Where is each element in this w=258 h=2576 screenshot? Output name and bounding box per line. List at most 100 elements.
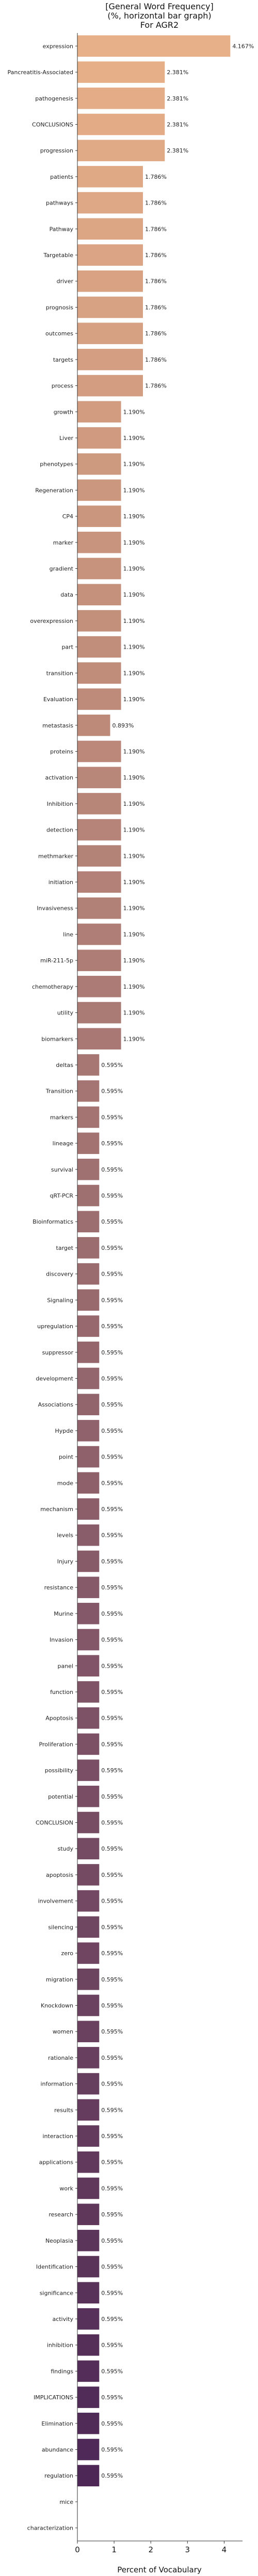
y-tick-label-87: activity (52, 2316, 73, 2323)
value-label-62: 0.595% (101, 1663, 123, 1669)
value-label-54: 0.595% (101, 1454, 123, 1461)
y-tick-label-0: expression (43, 43, 73, 49)
bar-83 (77, 2204, 100, 2225)
bar-1 (77, 61, 165, 83)
y-tick-label-81: applications (39, 2159, 74, 2166)
y-tick-label-49: upregulation (37, 1323, 73, 1330)
value-label-12: 1.786% (145, 357, 167, 363)
y-tick-label-69: study (57, 1845, 73, 1852)
value-label-20: 1.190% (123, 566, 145, 572)
y-tick-label-65: Proliferation (39, 1741, 73, 1748)
y-tick-label-77: rationale (48, 2055, 73, 2061)
value-label-43: 0.595% (101, 1166, 123, 1173)
value-label-61: 0.595% (101, 1637, 123, 1643)
y-tick-label-30: detection (46, 827, 73, 834)
value-label-50: 0.595% (101, 1349, 123, 1356)
y-tick-label-24: transition (46, 670, 73, 676)
value-label-8: 1.786% (145, 252, 167, 259)
bar-73 (77, 1942, 100, 1964)
y-tick-label-55: mode (57, 1480, 73, 1486)
y-tick-label-17: Regeneration (35, 487, 73, 494)
bar-41 (77, 1106, 100, 1128)
bar-43 (77, 1159, 100, 1180)
bar-79 (77, 2099, 100, 2121)
bar-39 (77, 1054, 100, 1076)
value-label-29: 1.190% (123, 801, 145, 807)
value-label-34: 1.190% (123, 931, 145, 938)
y-tick-label-12: targets (53, 357, 73, 363)
y-tick-label-93: regulation (44, 2472, 73, 2479)
y-tick-label-94: mice (59, 2499, 73, 2505)
value-label-0: 4.167% (232, 43, 254, 49)
bar-70 (77, 1864, 100, 1886)
bar-9 (77, 270, 143, 292)
value-label-38: 1.190% (123, 1036, 145, 1042)
bar-18 (77, 505, 121, 527)
bar-86 (77, 2282, 100, 2304)
y-tick-label-26: metastasis (42, 722, 73, 729)
x-tick-label-3: 3 (185, 2545, 190, 2554)
value-label-66: 0.595% (101, 1767, 123, 1774)
bar-80 (77, 2125, 100, 2147)
value-label-25: 1.190% (123, 696, 145, 703)
y-tick-label-19: marker (53, 539, 74, 546)
value-label-73: 0.595% (101, 1950, 123, 1957)
value-label-14: 1.190% (123, 409, 145, 415)
value-label-69: 0.595% (101, 1845, 123, 1852)
bar-59 (77, 1577, 100, 1598)
value-label-35: 1.190% (123, 957, 145, 964)
value-label-3: 2.381% (167, 121, 188, 128)
y-tick-label-1: Pancreatitis-Associated (7, 69, 73, 76)
bar-30 (77, 819, 121, 841)
y-tick-label-16: phenotypes (40, 461, 73, 468)
y-tick-label-91: Elimination (41, 2420, 73, 2427)
bar-52 (77, 1394, 100, 1415)
bar-5 (77, 166, 143, 188)
value-label-19: 1.190% (123, 539, 145, 546)
bar-16 (77, 453, 121, 475)
bar-74 (77, 1968, 100, 1990)
value-label-58: 0.595% (101, 1558, 123, 1565)
value-label-75: 0.595% (101, 2002, 123, 2009)
value-label-78: 0.595% (101, 2081, 123, 2088)
y-tick-label-76: women (53, 2028, 73, 2035)
value-label-16: 1.190% (123, 461, 145, 468)
bar-15 (77, 427, 121, 449)
value-label-67: 0.595% (101, 1793, 123, 1800)
y-tick-label-58: Injury (57, 1558, 74, 1565)
y-tick-label-82: work (59, 2185, 73, 2192)
value-label-31: 1.190% (123, 853, 145, 859)
value-label-7: 1.786% (145, 226, 167, 232)
bar-17 (77, 479, 121, 501)
bar-91 (77, 2413, 100, 2434)
bar-48 (77, 1289, 100, 1311)
bar-87 (77, 2308, 100, 2330)
value-label-33: 1.190% (123, 905, 145, 912)
bar-45 (77, 1211, 100, 1233)
value-label-1: 2.381% (167, 69, 188, 76)
chart-title: [General Word Frequency] (%, horizontal … (105, 2, 214, 30)
value-label-57: 0.595% (101, 1532, 123, 1539)
x-tick-label-4: 4 (222, 2545, 227, 2554)
bar-6 (77, 192, 143, 214)
bar-value-labels: 4.167% 2.381% 2.381% 2.381% 2.381% 1.786% 1.78… (101, 43, 254, 2479)
x-tick-label-2: 2 (148, 2545, 153, 2554)
y-tick-label-45: Bioinformatics (33, 1218, 73, 1225)
bar-14 (77, 401, 121, 423)
bar-3 (77, 113, 165, 135)
value-label-90: 0.595% (101, 2394, 123, 2401)
value-label-56: 0.595% (101, 1506, 123, 1513)
y-tick-label-61: Invasion (50, 1637, 73, 1643)
y-tick-label-6: pathways (46, 200, 73, 207)
value-label-36: 1.190% (123, 984, 145, 990)
bar-4 (77, 140, 165, 161)
bar-68 (77, 1811, 100, 1834)
y-tick-label-75: Knockdown (41, 2002, 73, 2009)
value-label-55: 0.595% (101, 1480, 123, 1486)
bar-62 (77, 1655, 100, 1677)
y-tick-label-92: abundance (42, 2447, 73, 2453)
bar-7 (77, 218, 143, 240)
y-tick-label-5: patients (50, 174, 73, 180)
